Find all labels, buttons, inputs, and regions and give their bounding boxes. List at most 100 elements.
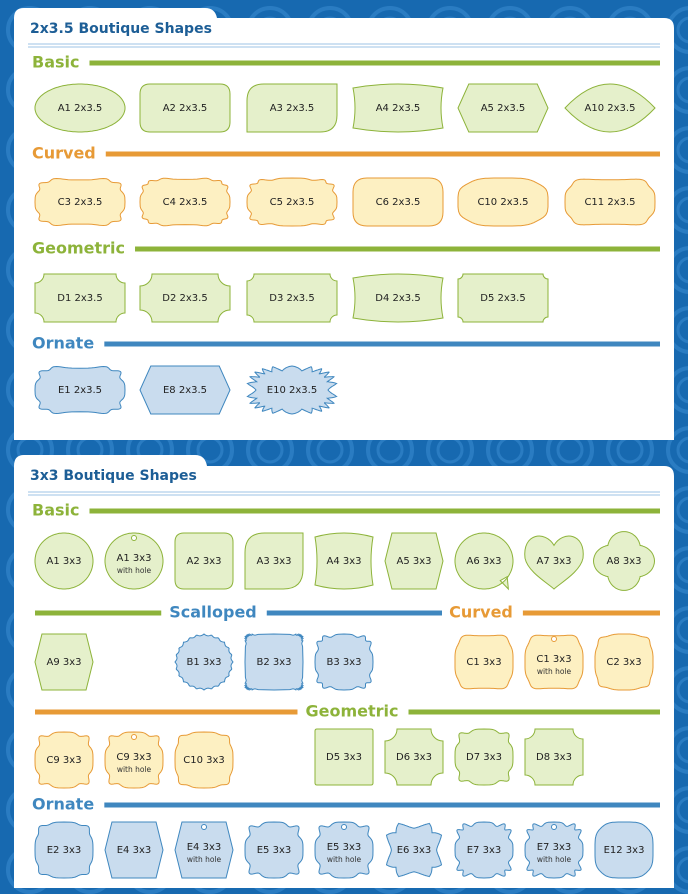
shape-label: E10 2x3.5 [267,385,317,396]
group-header: Ornate [32,795,94,814]
shape [454,532,514,591]
shape [34,633,94,691]
shape-note: with hole [537,667,572,676]
shape [564,178,656,226]
shape-label: E6 3x3 [397,845,432,856]
shape-label: D4 2x3.5 [375,293,420,304]
hole [131,535,137,541]
shape-label: E1 2x3.5 [58,385,102,396]
shape [592,531,656,591]
shape-label: D6 3x3 [396,752,432,763]
shape [34,273,126,323]
shape-note: with hole [327,855,362,864]
shape-label: C6 2x3.5 [376,197,421,208]
group-header: Geometric [32,239,125,258]
shape [246,273,338,323]
shape [384,728,444,786]
shape [594,821,654,879]
section-title: 2x3.5 Boutique Shapes [30,21,212,37]
shape-label: A2 2x3.5 [163,103,208,114]
shape [34,83,126,133]
shape-label: D5 3x3 [326,752,362,763]
shape [564,83,656,133]
shape-label: C11 2x3.5 [584,197,635,208]
hole [551,636,557,642]
shape-label: E5 3x3 [327,842,362,853]
shape-note: with hole [187,855,222,864]
shape [385,822,443,878]
shape-label: A5 2x3.5 [481,103,526,114]
shape-label: A5 3x3 [396,556,431,567]
hole [201,824,207,830]
shape-label: A7 3x3 [536,556,571,567]
shape-label: A3 2x3.5 [270,103,315,114]
shape-label: E2 3x3 [47,845,82,856]
shape-label: D3 2x3.5 [269,293,314,304]
shape-label: A4 2x3.5 [376,103,421,114]
shape-label: D5 2x3.5 [480,293,525,304]
shape [104,821,164,879]
shape [139,177,231,227]
shape [139,273,231,323]
shape [524,535,584,590]
group-header: Scalloped [169,603,257,622]
shape-label: A8 3x3 [606,556,641,567]
shape-label: A1 2x3.5 [58,103,103,114]
shape [352,83,444,133]
group-header: Basic [32,53,79,72]
shape-label: E7 3x3 [537,842,572,853]
shape [34,821,94,879]
shape-label: C5 2x3.5 [270,197,315,208]
shape-label: A10 2x3.5 [585,103,636,114]
shape [174,821,234,879]
shape-label: D7 3x3 [466,752,502,763]
shape-label: E7 3x3 [467,845,502,856]
shape-note: with hole [117,765,152,774]
hole [551,824,557,830]
shape [243,633,305,691]
shape-label: A2 3x3 [186,556,221,567]
shape [457,177,549,227]
shape [174,731,234,789]
shape-label: A6 3x3 [466,556,501,567]
shape [594,633,654,691]
shape [314,821,374,879]
shape-label: C1 3x3 [536,654,571,665]
shape-label: B2 3x3 [256,657,291,668]
shape-label: C9 3x3 [116,752,151,763]
group-header: Basic [32,501,79,520]
shape-label: C1 3x3 [466,657,501,668]
group-header: Geometric [305,702,398,721]
shape-label: A4 3x3 [326,556,361,567]
shape-label: C10 3x3 [183,755,225,766]
shape [34,365,126,415]
section-title: 3x3 Boutique Shapes [30,468,197,484]
shape-label: C3 2x3.5 [58,197,103,208]
shape [524,728,584,786]
shape-label: A1 3x3 [46,556,81,567]
group-header: Ornate [32,334,94,353]
hole [131,734,137,740]
shape-label: A9 3x3 [46,657,81,668]
shape-note: with hole [117,566,152,575]
shape-label: A3 3x3 [256,556,291,567]
shape-label: E12 3x3 [604,845,645,856]
shape-label: B3 3x3 [326,657,361,668]
shape-label: C9 3x3 [46,755,81,766]
shape [34,177,126,227]
shape [454,728,514,786]
shape-label: E4 3x3 [187,842,222,853]
shape-label: E5 3x3 [257,845,292,856]
shape [34,532,94,590]
shape-label: C4 2x3.5 [163,197,208,208]
shape [384,532,444,590]
shape-label: A1 3x3 [116,553,151,564]
shape [34,731,94,789]
shape [174,633,234,691]
shape-label: E4 3x3 [117,845,152,856]
shape [104,532,164,590]
shape [314,532,374,590]
shape-label: D8 3x3 [536,752,572,763]
shape [104,731,164,789]
